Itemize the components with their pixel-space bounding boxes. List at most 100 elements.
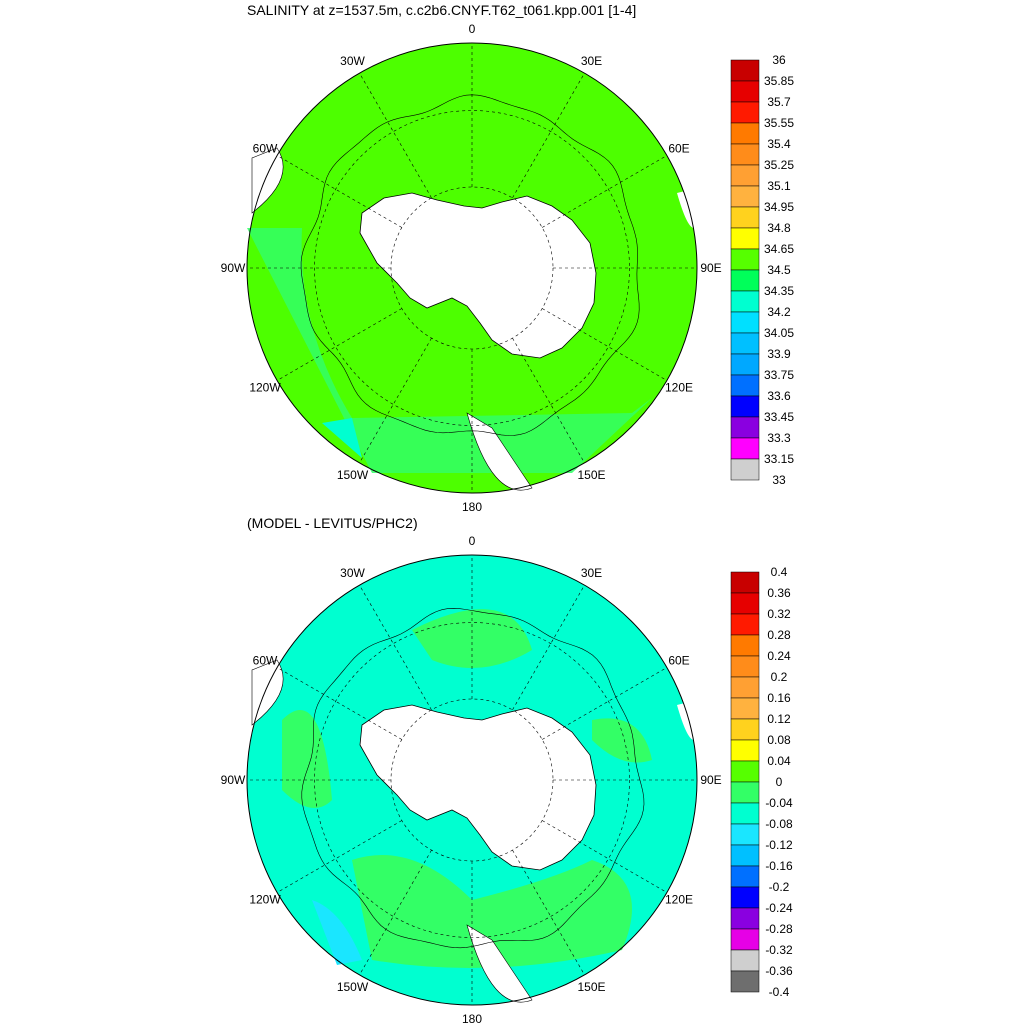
meridian-line [276, 820, 403, 893]
coastal-land [677, 700, 697, 740]
colorbar-swatch [730, 928, 760, 951]
meridian-line [276, 308, 403, 381]
longitude-label: 180 [462, 1012, 482, 1024]
colorbar-label: 33.3 [767, 431, 791, 445]
longitude-label: 60E [668, 654, 689, 668]
meridian-line [512, 584, 585, 711]
meridian-line [512, 849, 585, 976]
colorbar-swatch [730, 59, 760, 82]
colorbar-swatch [730, 311, 760, 334]
latitude-circle [314, 622, 630, 938]
colorbar-label: 0.36 [767, 586, 791, 600]
south-america-land [251, 147, 284, 214]
meridian-line [541, 820, 668, 893]
longitude-label: 90E [700, 261, 721, 275]
colorbar-label: 35.25 [764, 158, 794, 172]
colorbar-swatch [730, 416, 760, 439]
colorbar-label: 34.2 [767, 305, 791, 319]
colorbar-label: 33.9 [767, 347, 791, 361]
colorbar-swatch [730, 655, 760, 678]
colorbar-label: -0.28 [765, 922, 793, 936]
colorbar-swatch [730, 269, 760, 292]
colorbar-swatch [730, 332, 760, 355]
meridian-line [359, 584, 432, 711]
colorbar-swatch [730, 697, 760, 720]
longitude-label: 30E [581, 54, 602, 68]
colorbar-swatch [730, 865, 760, 888]
latitude-circle [314, 110, 630, 426]
longitude-label: 150W [337, 980, 369, 994]
antarctica-land [359, 192, 597, 359]
colorbar-swatch [730, 802, 760, 825]
top-map-panel: 0 30E 60E 90E 120E 150E 180 150W 120W 90W 60W 30W 36… [221, 22, 795, 514]
meridian-line [276, 155, 403, 228]
colorbar-swatch [730, 823, 760, 846]
colorbar-swatch [730, 592, 760, 615]
positive-anomaly-region [592, 718, 652, 763]
colorbar-swatch [730, 227, 760, 250]
colorbar-label: 0.16 [767, 691, 791, 705]
meridian-line [512, 72, 585, 199]
colorbar-swatch [730, 437, 760, 460]
colorbar-label: -0.04 [765, 796, 793, 810]
colorbar-label: 35.4 [767, 137, 791, 151]
colorbar-swatch [730, 970, 760, 993]
colorbar-label: 34.65 [764, 242, 794, 256]
colorbar-label: -0.16 [765, 859, 793, 873]
negative-anomaly-patch [312, 900, 362, 965]
colorbar-swatch [730, 143, 760, 166]
colorbar-label: 0.24 [767, 649, 791, 663]
meridian-line [359, 337, 432, 464]
positive-anomaly-region [282, 710, 332, 808]
colorbar-label: -0.32 [765, 943, 793, 957]
colorbar-swatch [730, 949, 760, 972]
colorbar-label: 0.4 [771, 565, 788, 579]
colorbar-swatch [730, 164, 760, 187]
longitude-label: 150E [577, 980, 605, 994]
longitude-label: 120E [665, 381, 693, 395]
colorbar-label: -0.4 [769, 985, 790, 999]
longitude-label: 90W [221, 773, 246, 787]
longitude-label: 60W [253, 654, 278, 668]
longitude-label: 150W [337, 468, 369, 482]
colorbar-label: 0.12 [767, 712, 791, 726]
colorbar-label: 35.7 [767, 95, 791, 109]
colorbar-label: -0.2 [769, 880, 790, 894]
colorbar-label: 34.95 [764, 200, 794, 214]
colorbar-label: 35.85 [764, 74, 794, 88]
longitude-label: 120W [249, 893, 281, 907]
colorbar-swatch [730, 185, 760, 208]
colorbar-swatch [730, 844, 760, 867]
longitude-label: 120E [665, 893, 693, 907]
colorbar-swatch [730, 353, 760, 376]
colorbar-swatch [730, 886, 760, 909]
colorbar-swatch [730, 458, 760, 481]
colorbar-label: 35.55 [764, 116, 794, 130]
colorbar-swatch [730, 206, 760, 229]
longitude-label: 150E [577, 468, 605, 482]
colorbar: 0.4 0.36 0.32 0.28 0.24 0.2 0.16 0.12 0.08 0.04 0 -… [730, 565, 793, 999]
colorbar-label: -0.12 [765, 838, 793, 852]
south-america-land [251, 659, 284, 726]
colorbar-label: 0.28 [767, 628, 791, 642]
colorbar-label: 0.04 [767, 754, 791, 768]
colorbar-label: 0.2 [771, 670, 788, 684]
longitude-label: 120W [249, 381, 281, 395]
colorbar-label: 33 [772, 473, 786, 487]
antarctica-land [359, 704, 597, 871]
colorbar-swatch [730, 907, 760, 930]
colorbar-label: 0 [776, 775, 783, 789]
salinity-band-region [247, 228, 652, 473]
colorbar-swatch [730, 718, 760, 741]
meridian-line [541, 667, 668, 740]
colorbar-label: -0.36 [765, 964, 793, 978]
colorbar-swatch [730, 781, 760, 804]
new-zealand-land [466, 412, 533, 491]
colorbar-swatch [730, 571, 760, 594]
colorbar-swatch [730, 760, 760, 783]
longitude-label: 30W [340, 54, 365, 68]
meridian-line [359, 849, 432, 976]
colorbar-swatch [730, 80, 760, 103]
colorbar-swatch [730, 613, 760, 636]
